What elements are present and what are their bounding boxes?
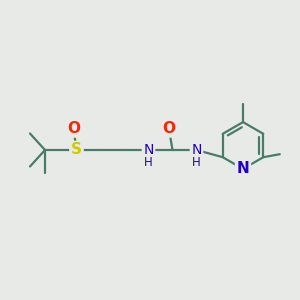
Text: N: N — [143, 143, 154, 157]
Text: H: H — [144, 156, 153, 169]
Text: H: H — [192, 156, 201, 169]
Text: O: O — [67, 121, 80, 136]
Text: S: S — [71, 142, 82, 158]
Text: N: N — [191, 143, 202, 157]
Text: N: N — [237, 161, 249, 176]
Text: O: O — [162, 121, 176, 136]
